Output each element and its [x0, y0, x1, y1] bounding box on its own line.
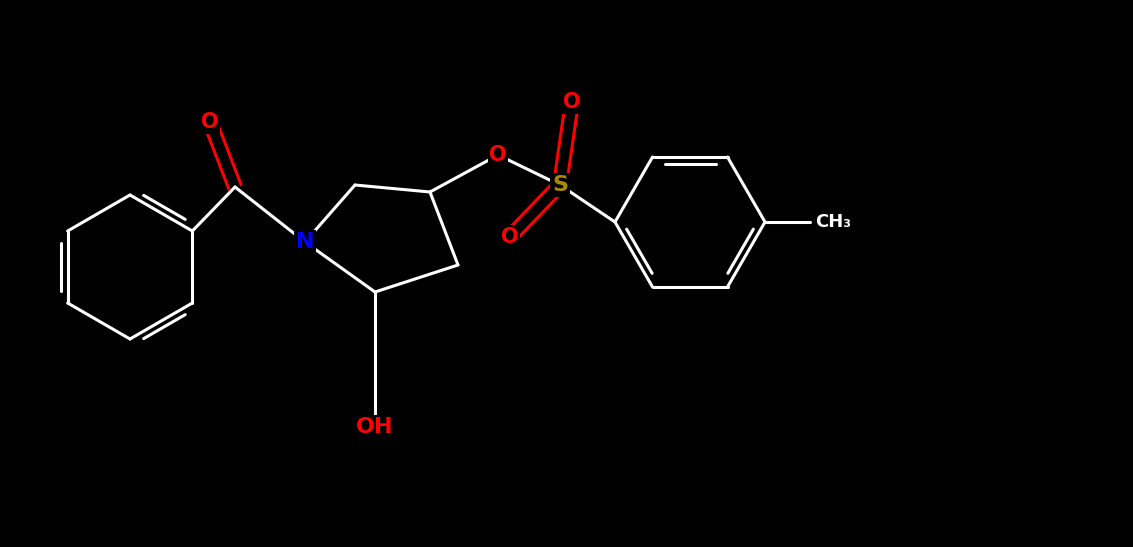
Text: CH₃: CH₃: [815, 213, 851, 231]
Text: O: O: [202, 112, 219, 132]
Text: O: O: [501, 227, 519, 247]
Text: S: S: [552, 175, 568, 195]
Text: O: O: [489, 145, 506, 165]
Text: OH: OH: [356, 417, 394, 437]
Text: O: O: [563, 92, 581, 112]
Text: N: N: [296, 232, 314, 252]
